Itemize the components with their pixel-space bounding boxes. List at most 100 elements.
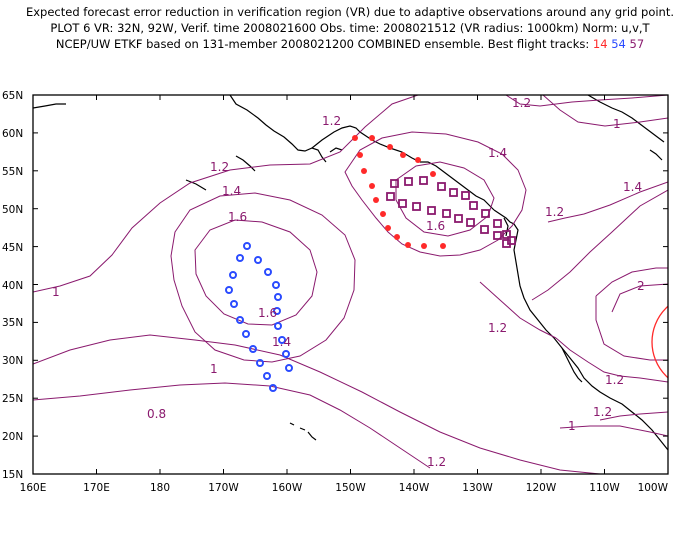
track-14-point [369, 183, 375, 189]
track-57-point [390, 179, 399, 188]
contour-label: 1.2 [322, 114, 341, 128]
track-57-point [502, 230, 511, 239]
kodiak-coast [329, 147, 343, 153]
flight-track-14 [352, 135, 446, 249]
track-54-point [254, 256, 262, 264]
baja-california [561, 347, 583, 383]
lon-axis: 160E 170E 180 170W 160W 150W 140W 130W 1… [20, 95, 669, 494]
track-57-point [469, 201, 478, 210]
track-54-point [242, 330, 250, 338]
hawaii-island-2 [299, 427, 306, 431]
contour-1.2-se [555, 337, 668, 383]
contour-label: 1 [210, 362, 218, 376]
flight-track-54 [225, 242, 293, 392]
contour-1.6 [194, 219, 318, 326]
header-line-3: NCEP/UW ETKF based on 131-member 2008021… [0, 36, 700, 52]
track-14-point [387, 144, 393, 150]
plot-header: Expected forecast error reduction in ver… [0, 4, 700, 52]
alaska-coast [229, 95, 327, 163]
contour-labels: 1.2 1.4 1.6 1 0.8 1.2 1.4 1.6 1.2 1.2 1.… [52, 96, 645, 469]
track-14-point [440, 243, 446, 249]
lat-label: 60N [2, 128, 23, 140]
track-54-point [285, 364, 293, 372]
verification-region-circle [651, 305, 668, 379]
track-57-point [386, 192, 395, 201]
lat-label: 25N [2, 393, 23, 405]
lon-label: 180 [150, 482, 170, 494]
track-14-point [357, 152, 363, 158]
contour-1.4-ne [344, 131, 527, 257]
track-57-point [449, 188, 458, 197]
header-line-1: Expected forecast error reduction in ver… [25, 5, 675, 19]
contour-0.8 [33, 382, 431, 469]
lat-label: 65N [2, 90, 23, 102]
track-14-point [373, 197, 379, 203]
flight-track-57 [386, 176, 516, 248]
track-57-point [502, 239, 511, 248]
track-54-point [256, 359, 264, 367]
contour-1.2-south [479, 281, 557, 339]
contour-2-lower [595, 296, 668, 361]
lat-axis: 65N 60N 55N 50N 45N 40N 35N 30N 25N 20N … [2, 90, 668, 481]
contour-label: 1 [568, 419, 576, 433]
contour-label: 1.4 [272, 335, 291, 349]
puget-sound [503, 217, 509, 237]
track-14-point [405, 242, 411, 248]
contour-label: 1.6 [426, 219, 445, 233]
header-line-3-text: NCEP/UW ETKF based on 131-member 2008021… [55, 37, 593, 51]
lon-label: 130W [462, 482, 493, 494]
track-54-point [243, 242, 251, 250]
track-54-point [273, 307, 281, 315]
contour-1.4-east [531, 189, 668, 301]
contour-1-se [599, 411, 668, 421]
track-57-point [437, 182, 446, 191]
lat-label: 15N [2, 469, 23, 481]
track-57-point [493, 219, 502, 228]
contour-1 [33, 334, 601, 474]
track-54-point [230, 300, 238, 308]
contour-label: 1.6 [258, 306, 277, 320]
lon-label: 160W [272, 482, 303, 494]
coastlines [33, 95, 668, 451]
contour-label: 1 [613, 117, 621, 131]
track-54-point [229, 271, 237, 279]
track-54-point [278, 336, 286, 344]
contour-label: 1.2 [545, 205, 564, 219]
map-frame [32, 94, 669, 475]
contour-label: 1.2 [593, 405, 612, 419]
track-14-point [430, 171, 436, 177]
contour-label: 1.4 [623, 180, 642, 194]
track-57-point [404, 177, 413, 186]
track-14-point [369, 135, 375, 141]
track-57-point [461, 191, 470, 200]
contour-label: 1.4 [222, 184, 241, 198]
lon-label: 100W [638, 482, 669, 494]
map-content: 1.2 1.4 1.6 1 0.8 1.2 1.4 1.6 1.2 1.2 1.… [33, 95, 668, 474]
contour-lines [33, 95, 668, 474]
contour-1.2-north [505, 95, 668, 107]
lon-label: 150W [335, 482, 366, 494]
hudson-coast [649, 149, 663, 161]
contour-1.6-ne [395, 161, 495, 237]
lon-label: 170W [208, 482, 239, 494]
track-14-point [385, 225, 391, 231]
contour-label: 1.2 [488, 321, 507, 335]
track-54-point [274, 322, 282, 330]
aleutian-chain [235, 155, 256, 172]
hawaii-island-3 [307, 431, 317, 441]
west-coast [493, 209, 668, 451]
contour-label: 1.2 [512, 96, 531, 110]
contour-label: 1.4 [488, 146, 507, 160]
contour-1-north [542, 95, 668, 127]
header-line-2: PLOT 6 VR: 32N, 92W, Verif. time 2008021… [50, 21, 650, 35]
kamchatka-coast [33, 103, 66, 109]
track-14-label: 14 [592, 37, 608, 51]
track-54-point [274, 293, 282, 301]
track-57-point [427, 206, 436, 215]
contour-1.4 [170, 192, 356, 363]
track-54-point [272, 281, 280, 289]
contour-label: 1.2 [605, 373, 624, 387]
lon-label: 140W [399, 482, 430, 494]
track-57-point [419, 176, 428, 185]
